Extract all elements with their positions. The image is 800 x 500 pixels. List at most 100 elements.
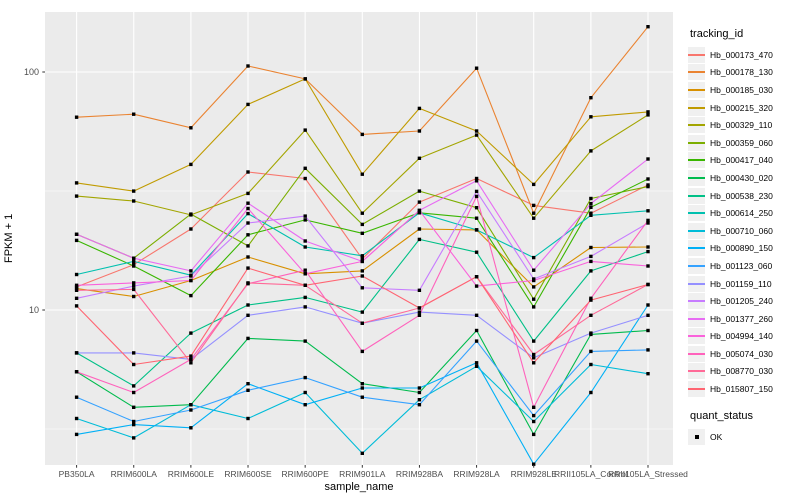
data-point-marker xyxy=(189,278,193,283)
data-point-marker xyxy=(189,331,193,335)
data-point-marker xyxy=(189,293,193,298)
data-point-marker xyxy=(646,372,650,376)
data-point-marker xyxy=(646,245,650,249)
data-point-marker xyxy=(589,213,593,217)
data-point-marker xyxy=(189,269,193,273)
data-point-marker xyxy=(246,281,250,285)
data-point-marker xyxy=(532,203,536,208)
legend-key-line-icon xyxy=(688,117,705,134)
legend-item-Hb_001205_240: Hb_001205_240 xyxy=(688,292,800,310)
data-point-marker xyxy=(589,349,593,354)
data-point-marker xyxy=(474,133,479,137)
legend-item-label: Hb_004994_140 xyxy=(710,331,773,342)
legend-key-line-icon xyxy=(688,328,705,345)
data-point-marker xyxy=(360,349,364,354)
x-tick-label: RRIM600SE xyxy=(224,469,272,479)
data-point-marker xyxy=(474,129,479,133)
data-point-marker xyxy=(74,115,79,119)
data-point-marker xyxy=(589,254,593,259)
data-point-marker xyxy=(132,199,136,203)
legend-key-line-icon xyxy=(688,187,705,204)
data-point-marker xyxy=(360,172,364,176)
data-point-marker xyxy=(532,305,536,309)
legend-key-line-icon xyxy=(688,345,705,362)
x-tick-label: RRIM928LA xyxy=(453,469,500,479)
data-point-marker xyxy=(474,328,479,333)
data-point-marker xyxy=(303,339,307,343)
legend-key-line-icon xyxy=(688,99,705,116)
legend-item-Hb_000430_020: Hb_000430_020 xyxy=(688,169,800,187)
data-point-marker xyxy=(132,351,136,355)
data-point-marker xyxy=(646,303,650,307)
x-tick-label: RRIM600PE xyxy=(282,469,330,479)
legend-item-label: Hb_000178_130 xyxy=(710,67,773,78)
legend-item-Hb_001123_060: Hb_001123_060 xyxy=(688,257,800,275)
legend-item-Hb_000890_150: Hb_000890_150 xyxy=(688,240,800,258)
data-point-marker xyxy=(303,77,307,81)
data-point-marker xyxy=(74,238,79,243)
legend-item-label: Hb_000430_020 xyxy=(710,172,773,183)
plot-panel xyxy=(45,12,673,465)
data-point-marker xyxy=(246,303,250,307)
data-point-marker xyxy=(74,304,79,308)
data-point-marker xyxy=(303,375,307,380)
data-point-marker xyxy=(360,259,364,264)
data-point-marker xyxy=(474,194,479,199)
data-point-marker xyxy=(246,255,250,259)
data-point-marker xyxy=(246,233,250,237)
x-tick-label: RRIM600LE xyxy=(168,469,215,479)
data-point-marker xyxy=(417,237,422,242)
data-point-marker xyxy=(246,244,250,248)
data-point-marker xyxy=(532,339,536,343)
legend-item-Hb_000417_040: Hb_000417_040 xyxy=(688,152,800,170)
legend-item-label: Hb_001205_240 xyxy=(710,296,773,307)
legend-item-label: Hb_000417_040 xyxy=(710,155,773,166)
data-point-marker xyxy=(589,298,593,302)
x-axis-title: sample_name xyxy=(324,481,394,493)
data-point-marker xyxy=(189,274,193,278)
data-point-marker xyxy=(646,177,650,181)
data-point-marker xyxy=(132,281,136,285)
data-point-marker xyxy=(246,382,250,386)
legend-key-line-icon xyxy=(688,64,705,81)
data-point-marker xyxy=(417,129,422,133)
legend-item-label: OK xyxy=(710,431,723,442)
data-point-marker xyxy=(589,362,593,367)
data-point-marker xyxy=(589,259,593,264)
data-point-marker xyxy=(74,272,79,277)
data-point-marker xyxy=(360,451,364,455)
legend-key-line-icon xyxy=(688,152,705,169)
legend-key-line-icon xyxy=(688,275,705,292)
legend-item-Hb_000178_130: Hb_000178_130 xyxy=(688,64,800,82)
data-point-marker xyxy=(303,283,307,287)
legend-item-label: Hb_000359_060 xyxy=(710,137,773,148)
data-point-marker xyxy=(132,284,136,288)
legend-item-Hb_000359_060: Hb_000359_060 xyxy=(688,134,800,152)
data-point-marker xyxy=(246,170,250,174)
data-point-marker xyxy=(132,384,136,388)
data-point-marker xyxy=(532,361,536,365)
data-point-marker xyxy=(360,321,364,325)
y-tick-label: 100 xyxy=(24,67,39,77)
data-point-marker xyxy=(589,196,593,201)
data-point-marker xyxy=(474,189,479,194)
data-point-marker xyxy=(360,211,364,215)
data-point-marker xyxy=(589,313,593,317)
tracking-id-legend-title: tracking_id xyxy=(690,28,744,40)
data-point-marker xyxy=(532,297,536,301)
legend-item-label: Hb_000614_250 xyxy=(710,208,773,219)
data-point-marker xyxy=(303,176,307,181)
data-point-marker xyxy=(417,156,422,160)
data-point-marker xyxy=(360,274,364,278)
data-point-marker xyxy=(417,386,422,390)
legend-item-Hb_000329_110: Hb_000329_110 xyxy=(688,116,800,134)
data-point-marker xyxy=(360,382,364,386)
data-point-marker xyxy=(303,128,307,132)
data-point-marker xyxy=(360,386,364,390)
data-point-marker xyxy=(246,313,250,317)
data-point-marker xyxy=(303,403,307,407)
data-point-marker xyxy=(646,249,650,254)
data-point-marker xyxy=(189,162,193,167)
data-point-marker xyxy=(474,361,479,365)
